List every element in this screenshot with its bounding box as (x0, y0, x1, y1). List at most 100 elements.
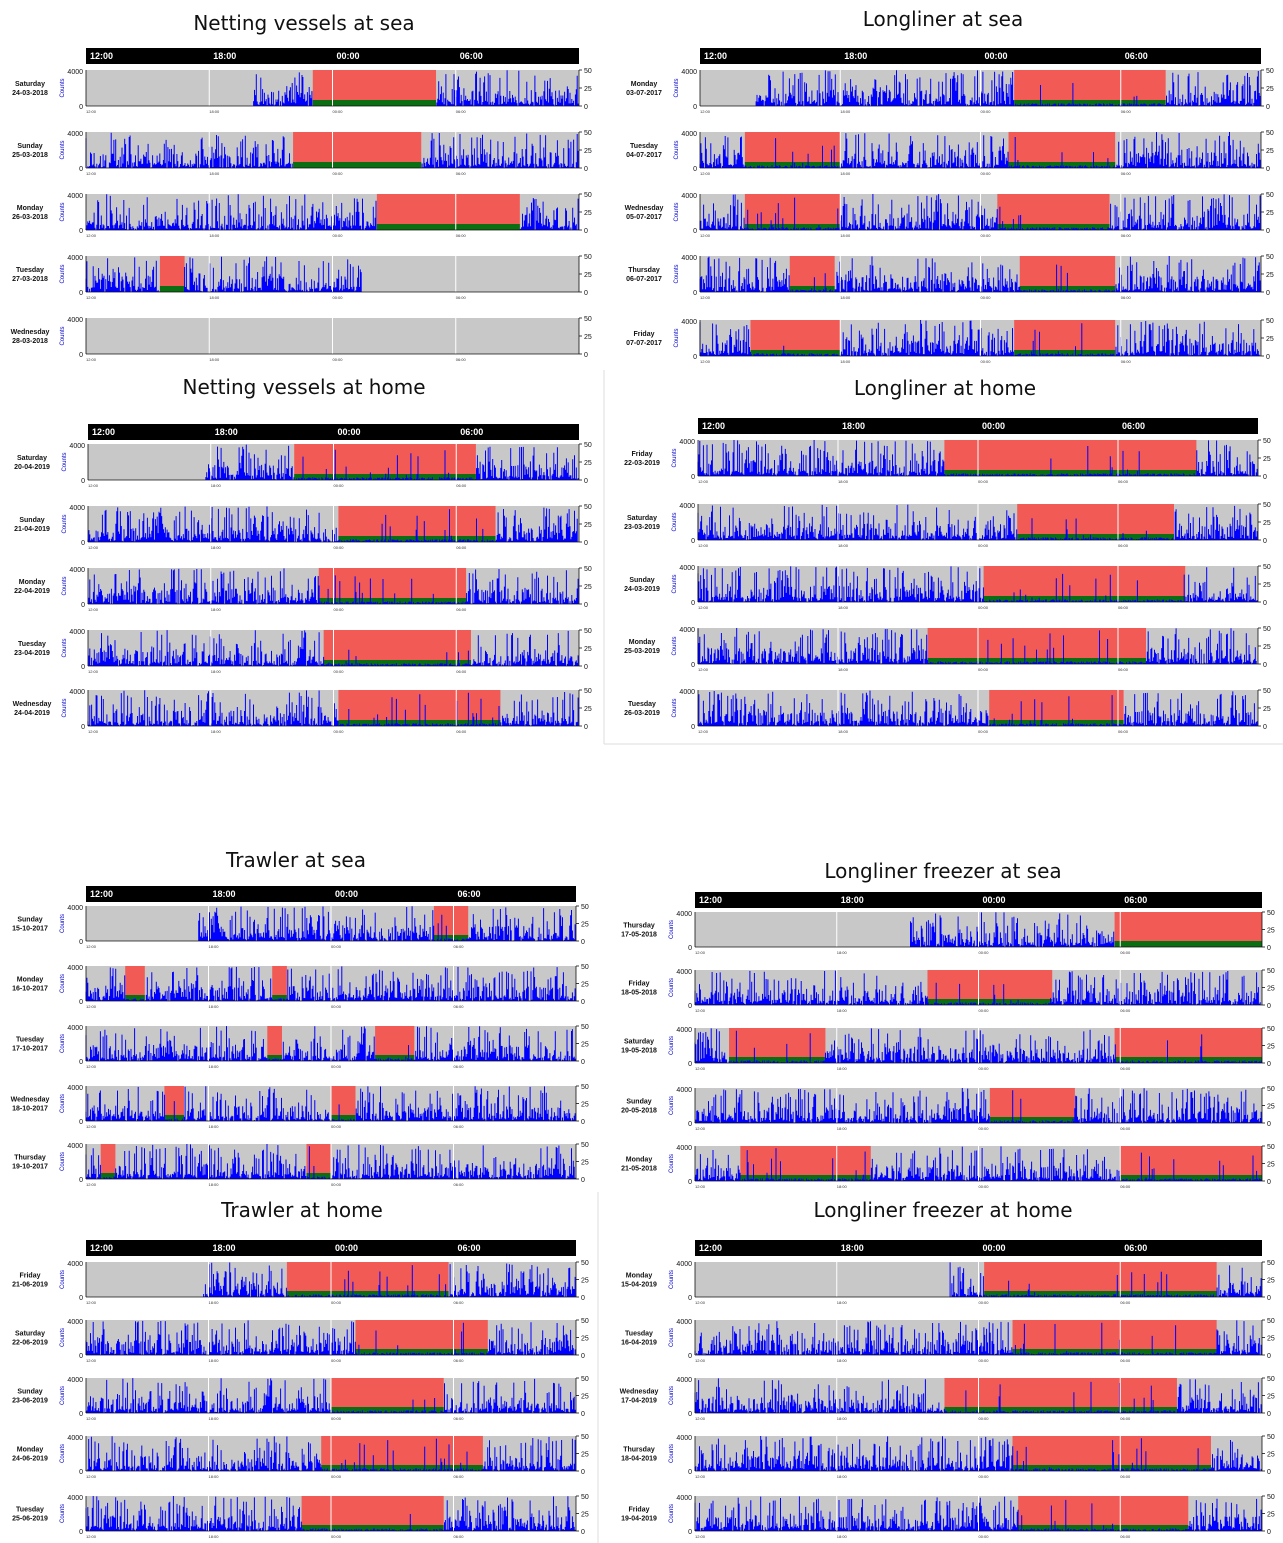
right-tick-label: 50 (581, 904, 589, 911)
day-date-label: 28-03-2018 (12, 338, 48, 345)
resting-band (927, 999, 1053, 1005)
day-date-label: 24-03-2019 (624, 586, 660, 593)
day-weekday-label: Monday (626, 1157, 653, 1164)
right-tick-label: 0 (581, 939, 585, 946)
x-tick-label: 00:00 (979, 950, 990, 955)
x-tick-label: 00:00 (979, 1534, 990, 1539)
resting-band (1114, 941, 1262, 947)
right-tick-label: 0 (584, 352, 588, 359)
x-tick-label: 18:00 (837, 1300, 848, 1305)
right-tick-label: 25 (1263, 582, 1271, 589)
day-date-label: 26-03-2018 (12, 214, 48, 221)
header-tick-label: 00:00 (982, 421, 1005, 431)
header-tick-label: 12:00 (704, 51, 727, 61)
day-weekday-label: Friday (19, 1273, 40, 1280)
panel-title: Longliner freezer at sea (824, 859, 1061, 883)
y-tick-label: 4000 (676, 1495, 692, 1502)
x-tick-label: 00:00 (981, 233, 992, 238)
x-tick-label: 06:00 (1121, 233, 1132, 238)
right-tick-label: 0 (1267, 1469, 1271, 1476)
day-weekday-label: Saturday (624, 1039, 654, 1046)
header-tick-label: 12:00 (702, 421, 725, 431)
right-tick-label: 0 (1266, 290, 1270, 297)
right-tick-label: 25 (1263, 456, 1271, 463)
time-header (86, 48, 579, 64)
resting-band (997, 224, 1110, 230)
x-tick-label: 00:00 (333, 357, 344, 362)
x-tick-label: 12:00 (698, 729, 709, 734)
y-axis-label: Counts (669, 1036, 675, 1055)
day-date-label: 22-06-2019 (12, 1340, 48, 1347)
right-tick-label: 0 (581, 1177, 585, 1184)
x-tick-label: 00:00 (979, 1300, 990, 1305)
x-tick-label: 12:00 (88, 483, 99, 488)
day-weekday-label: Tuesday (18, 641, 46, 648)
y-tick-label: 4000 (676, 1027, 692, 1034)
y-tick-label: 0 (688, 1179, 692, 1186)
right-tick-label: 0 (1267, 945, 1271, 952)
day-date-label: 21-05-2018 (621, 1166, 657, 1173)
y-tick-label: 0 (81, 478, 85, 485)
day-weekday-label: Monday (19, 579, 46, 586)
header-tick-label: 18:00 (842, 421, 865, 431)
resting-band (984, 1291, 1217, 1297)
y-tick-label: 0 (688, 1003, 692, 1010)
x-tick-label: 06:00 (456, 729, 467, 734)
y-tick-label: 4000 (679, 689, 695, 696)
resting-band (1120, 1175, 1262, 1181)
right-tick-label: 50 (581, 1084, 589, 1091)
day-weekday-label: Sunday (17, 917, 42, 924)
x-tick-label: 12:00 (86, 1416, 97, 1421)
right-tick-label: 25 (1267, 1044, 1275, 1051)
day-weekday-label: Monday (626, 1273, 653, 1280)
resting-band (1114, 1057, 1262, 1063)
x-tick-label: 18:00 (209, 1416, 220, 1421)
x-tick-label: 12:00 (86, 1358, 97, 1363)
day-date-label: 22-04-2019 (14, 588, 50, 595)
x-tick-label: 06:00 (454, 1004, 465, 1009)
right-tick-label: 50 (1267, 1260, 1275, 1267)
right-tick-label: 25 (584, 584, 592, 591)
x-tick-label: 06:00 (1121, 359, 1132, 364)
day-date-label: 24-06-2019 (12, 1456, 48, 1463)
header-tick-label: 06:00 (1125, 51, 1148, 61)
x-tick-label: 12:00 (695, 950, 706, 955)
x-tick-label: 12:00 (700, 171, 711, 176)
x-tick-label: 00:00 (331, 1182, 342, 1187)
right-tick-label: 50 (1266, 318, 1274, 325)
day-date-label: 06-07-2017 (626, 276, 662, 283)
right-tick-label: 0 (1267, 1295, 1271, 1302)
right-tick-label: 50 (584, 316, 592, 323)
right-tick-label: 25 (581, 922, 589, 929)
right-tick-label: 50 (1266, 254, 1274, 261)
x-tick-label: 18:00 (838, 605, 849, 610)
resting-band (1017, 534, 1174, 540)
right-tick-label: 50 (1266, 130, 1274, 137)
y-tick-label: 0 (693, 290, 697, 297)
right-tick-label: 50 (584, 442, 592, 449)
x-tick-label: 12:00 (88, 729, 99, 734)
x-tick-label: 00:00 (334, 483, 345, 488)
resting-band (1014, 350, 1116, 356)
x-tick-label: 00:00 (981, 171, 992, 176)
x-tick-label: 12:00 (86, 1124, 97, 1129)
y-tick-label: 0 (691, 662, 695, 669)
x-tick-label: 12:00 (86, 1182, 97, 1187)
y-tick-label: 4000 (676, 1377, 692, 1384)
y-tick-label: 4000 (67, 193, 83, 200)
resting-band (750, 350, 841, 356)
header-tick-label: 06:00 (1124, 895, 1147, 905)
x-tick-label: 06:00 (456, 109, 467, 114)
y-tick-label: 4000 (679, 503, 695, 510)
x-tick-label: 18:00 (209, 109, 220, 114)
y-axis-label: Counts (669, 1386, 675, 1405)
x-tick-label: 12:00 (698, 667, 709, 672)
y-tick-label: 4000 (69, 567, 85, 574)
right-tick-label: 0 (1266, 354, 1270, 361)
x-tick-label: 00:00 (331, 1416, 342, 1421)
time-header (88, 424, 579, 440)
